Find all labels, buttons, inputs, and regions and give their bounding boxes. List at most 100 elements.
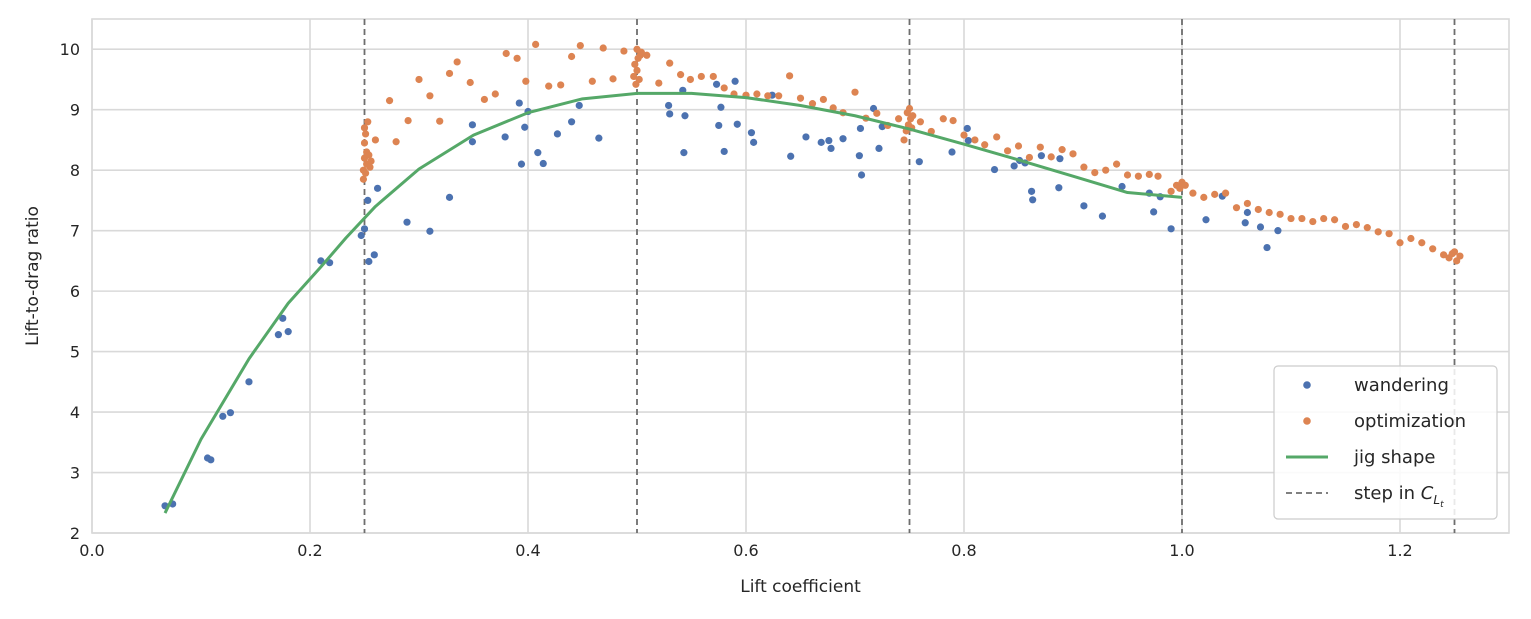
- point-optimization-116: [1298, 214, 1306, 223]
- point-wandering-59: [878, 123, 886, 131]
- point-wandering-37: [680, 149, 688, 157]
- point-optimization-16: [404, 116, 412, 125]
- point-optimization-59: [786, 72, 794, 80]
- point-optimization-85: [993, 133, 1001, 141]
- point-optimization-114: [1276, 210, 1284, 218]
- point-optimization-120: [1341, 222, 1350, 231]
- point-wandering-23: [501, 133, 509, 141]
- point-wandering-69: [1029, 196, 1037, 204]
- point-optimization-25: [502, 49, 510, 58]
- point-wandering-33: [595, 134, 603, 142]
- point-optimization-6: [361, 130, 370, 138]
- point-wandering-84: [1256, 223, 1265, 231]
- x-axis-label: Lift coefficient: [740, 577, 861, 597]
- point-wandering-16: [370, 251, 378, 259]
- point-optimization-63: [829, 104, 837, 112]
- point-optimization-125: [1396, 239, 1404, 247]
- point-wandering-25: [517, 160, 526, 168]
- point-wandering-52: [827, 144, 835, 153]
- legend-marker-0: [1303, 381, 1311, 389]
- legend-label-text-1: optimization: [1354, 411, 1466, 432]
- point-optimization-119: [1331, 216, 1339, 224]
- point-optimization-86: [1004, 147, 1012, 155]
- point-wandering-17: [373, 184, 382, 192]
- point-optimization-9: [364, 118, 372, 126]
- point-optimization-0: [359, 175, 368, 183]
- point-optimization-56: [753, 90, 761, 98]
- point-optimization-97: [1123, 171, 1132, 179]
- point-optimization-101: [1167, 187, 1175, 195]
- data-series: [161, 40, 1464, 514]
- point-optimization-84: [981, 141, 989, 149]
- point-optimization-134: [1456, 252, 1464, 260]
- point-wandering-83: [1243, 208, 1251, 217]
- legend-item-2: jig shape: [1286, 447, 1435, 468]
- point-wandering-40: [715, 121, 723, 130]
- point-wandering-32: [575, 101, 583, 110]
- plot-frame: [91, 18, 1510, 534]
- point-optimization-74: [905, 104, 914, 113]
- x-tick-label-1: 0.2: [297, 541, 322, 560]
- point-wandering-45: [747, 129, 756, 137]
- point-optimization-111: [1243, 199, 1251, 208]
- point-wandering-22: [468, 121, 477, 129]
- point-optimization-110: [1232, 204, 1241, 212]
- point-optimization-19: [436, 117, 444, 125]
- point-optimization-129: [1440, 251, 1448, 259]
- point-optimization-28: [532, 40, 540, 48]
- point-wandering-72: [1056, 155, 1064, 163]
- legend-label-2: jig shape: [1353, 447, 1435, 468]
- point-optimization-61: [808, 100, 817, 108]
- point-optimization-109: [1222, 189, 1230, 197]
- point-wandering-19: [426, 227, 434, 235]
- point-optimization-32: [576, 42, 584, 50]
- point-optimization-36: [620, 47, 628, 55]
- point-wandering-6: [245, 378, 253, 386]
- point-wandering-21: [468, 138, 477, 146]
- y-tick-label-8: 10: [60, 40, 80, 59]
- point-optimization-26: [513, 54, 521, 62]
- point-wandering-65: [1010, 162, 1018, 170]
- legend-item-0: wandering: [1303, 375, 1449, 396]
- point-optimization-35: [609, 75, 617, 83]
- series-optimization: [359, 40, 1464, 265]
- point-wandering-60: [915, 158, 923, 166]
- point-wandering-49: [802, 133, 810, 141]
- point-optimization-77: [909, 112, 917, 120]
- legend-label-0: wandering: [1354, 375, 1449, 396]
- point-optimization-49: [677, 71, 685, 79]
- point-wandering-85: [1263, 243, 1271, 252]
- legend-label-1: optimization: [1354, 411, 1466, 432]
- point-optimization-12: [367, 157, 375, 165]
- x-tick-label-3: 0.6: [733, 541, 758, 560]
- point-optimization-10: [365, 151, 373, 159]
- point-wandering-44: [733, 120, 741, 128]
- point-wandering-18: [403, 218, 411, 226]
- point-wandering-20: [445, 193, 454, 201]
- point-optimization-69: [895, 115, 903, 123]
- point-optimization-90: [1047, 153, 1055, 161]
- point-optimization-117: [1309, 217, 1317, 226]
- point-optimization-89: [1036, 143, 1044, 151]
- point-optimization-67: [873, 109, 881, 117]
- y-tick-label-7: 9: [70, 101, 80, 120]
- point-optimization-106: [1189, 189, 1197, 197]
- point-optimization-5: [361, 169, 370, 177]
- point-optimization-4: [360, 124, 369, 132]
- point-optimization-65: [851, 88, 859, 96]
- legend: wandering optimization jig shape step in CL…: [1273, 365, 1498, 520]
- step-lines: [363, 19, 1456, 533]
- x-tick-label-2: 0.4: [515, 541, 540, 560]
- point-wandering-38: [681, 112, 689, 120]
- point-wandering-41: [717, 103, 725, 111]
- point-optimization-88: [1025, 153, 1033, 162]
- point-optimization-112: [1254, 205, 1262, 214]
- point-wandering-55: [856, 124, 865, 133]
- point-optimization-47: [655, 79, 663, 87]
- point-wandering-54: [855, 152, 863, 160]
- point-optimization-34: [599, 44, 607, 52]
- y-tick-label-5: 7: [70, 222, 80, 241]
- point-optimization-27: [522, 77, 530, 85]
